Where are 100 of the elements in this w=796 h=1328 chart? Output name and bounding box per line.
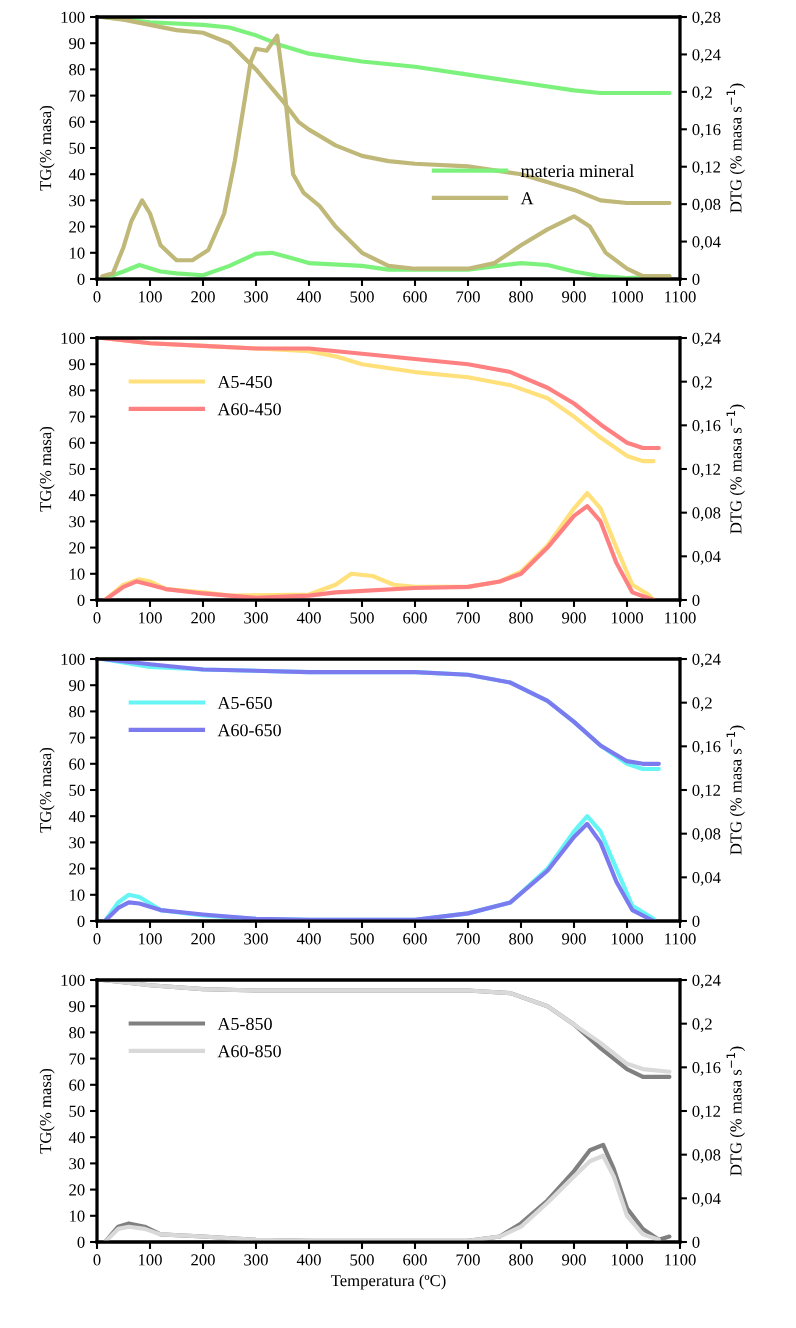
- y-tick-label: 30: [69, 1158, 85, 1170]
- x-tick-label: 300: [244, 1254, 268, 1266]
- legend-label: A5-850: [217, 1017, 272, 1031]
- y-tick-label: 10: [69, 247, 85, 259]
- y-tick-label: 10: [69, 889, 85, 901]
- y-tick-label: 20: [69, 1184, 85, 1196]
- y2-tick-label: 0,24: [692, 49, 721, 63]
- x-tick-label: 300: [244, 933, 268, 945]
- legend-label: A5-450: [217, 375, 272, 389]
- y2-tick-label: 0,04: [692, 1193, 721, 1207]
- y-tick-label: 50: [69, 1105, 85, 1117]
- x-tick-label: 800: [509, 1254, 533, 1266]
- y-tick-label: 60: [69, 116, 85, 128]
- x-tick-label: 100: [138, 291, 162, 303]
- y-tick-label: 40: [68, 810, 85, 823]
- y-tick-label: 60: [69, 437, 85, 449]
- y2-tick-label: 0,16: [692, 741, 721, 755]
- y2-tick-label: 0,12: [692, 1105, 721, 1120]
- x-tick-label: 900: [562, 612, 586, 624]
- y2-axis-title: DTG (% masa s$^{−1}$): [726, 83, 745, 213]
- x-tick-label: 1000: [611, 1254, 644, 1266]
- y2-tick-label: 0,12: [692, 463, 721, 478]
- x-tick-label: 1100: [665, 933, 696, 945]
- legend-label: A60-850: [217, 1045, 281, 1058]
- x-tick-label: 900: [562, 291, 586, 303]
- y-tick-label: 70: [69, 411, 85, 423]
- y2-tick-label: 0: [692, 273, 700, 285]
- y2-tick-label: 0,12: [692, 784, 721, 799]
- y-tick-label: 90: [69, 37, 85, 50]
- y-tick-label: 70: [69, 732, 85, 744]
- y2-tick-label: 0,16: [692, 123, 721, 138]
- y2-tick-label: 0,16: [692, 1062, 721, 1076]
- x-tick-label: 900: [562, 1254, 586, 1266]
- y-tick-label: 10: [69, 568, 85, 580]
- x-tick-label: 100: [138, 612, 162, 624]
- y-tick-label: 80: [69, 1027, 85, 1039]
- y2-tick-label: 0: [692, 915, 700, 927]
- y-tick-label: 0: [77, 1236, 85, 1248]
- x-tick-label: 800: [509, 612, 533, 624]
- x-tick-label: 700: [456, 1254, 480, 1266]
- y-tick-label: 100: [61, 11, 85, 23]
- y2-tick-label: 0,08: [692, 1149, 721, 1164]
- y-tick-label: 50: [69, 142, 85, 154]
- y-tick-label: 100: [61, 653, 85, 665]
- y-tick-label: 20: [69, 542, 85, 554]
- x-tick-label: 200: [191, 933, 215, 945]
- y-tick-label: 30: [69, 837, 85, 849]
- x-tick-label: 0: [93, 933, 101, 945]
- x-tick-label: 200: [191, 291, 215, 303]
- y2-tick-label: 0,08: [692, 198, 721, 213]
- x-tick-label: 800: [509, 933, 533, 945]
- y-axis-title: TG(% masa): [39, 1068, 55, 1154]
- x-tick-label: 300: [244, 291, 268, 303]
- legend-label: A60-650: [217, 724, 281, 737]
- x-tick-label: 700: [456, 933, 480, 945]
- x-tick-label: 1100: [665, 291, 696, 303]
- x-tick-label: 0: [93, 612, 101, 624]
- x-tick-label: 1000: [611, 612, 644, 624]
- y-tick-label: 80: [69, 385, 85, 397]
- y-tick-label: 50: [69, 784, 85, 796]
- y-tick-label: 80: [69, 706, 85, 718]
- y-tick-label: 90: [69, 358, 85, 371]
- y2-tick-label: 0,04: [692, 236, 721, 250]
- legend-label: A: [520, 192, 534, 205]
- y-axis-title: TG(% masa): [39, 105, 55, 191]
- y2-tick-label: 0: [692, 1236, 700, 1248]
- x-tick-label: 600: [403, 291, 427, 303]
- x-tick-label: 400: [296, 933, 321, 945]
- y2-tick-label: 0,24: [692, 974, 721, 989]
- y-tick-label: 0: [77, 915, 85, 927]
- y-axis-title: TG(% masa): [39, 747, 55, 833]
- x-tick-label: 400: [296, 291, 321, 303]
- x-tick-label: 600: [403, 1254, 427, 1266]
- y-tick-label: 100: [61, 332, 85, 344]
- y-tick-label: 90: [69, 1000, 85, 1013]
- x-tick-label: 300: [244, 612, 268, 624]
- y-tick-label: 40: [68, 168, 85, 181]
- x-tick-label: 400: [296, 1254, 321, 1266]
- x-tick-label: 200: [191, 1254, 215, 1266]
- x-tick-label: 600: [403, 612, 427, 624]
- y-axis-title: TG(% masa): [39, 426, 55, 512]
- y2-tick-label: 0,2: [692, 376, 712, 391]
- x-tick-label: 0: [93, 1254, 101, 1266]
- y-tick-label: 10: [69, 1210, 85, 1222]
- y2-axis-title: DTG (% masa s$^{−1}$): [726, 404, 745, 534]
- legend-label: materia mineral: [520, 164, 634, 178]
- y2-tick-label: 0,2: [692, 1018, 712, 1033]
- y2-tick-label: 0,24: [692, 653, 721, 668]
- y-tick-label: 0: [77, 273, 85, 285]
- x-tick-label: 500: [350, 1254, 374, 1266]
- y2-tick-label: 0,12: [692, 161, 721, 176]
- y2-axis-title: DTG (% masa s$^{−1}$): [726, 1046, 745, 1176]
- y-tick-label: 0: [77, 594, 85, 606]
- y2-tick-label: 0: [692, 594, 700, 606]
- y-tick-label: 30: [69, 516, 85, 528]
- x-tick-label: 100: [138, 933, 162, 945]
- y2-tick-label: 0,08: [692, 507, 721, 522]
- y2-tick-label: 0,24: [692, 332, 721, 347]
- x-tick-label: 700: [456, 612, 480, 624]
- y-tick-label: 40: [68, 1131, 85, 1144]
